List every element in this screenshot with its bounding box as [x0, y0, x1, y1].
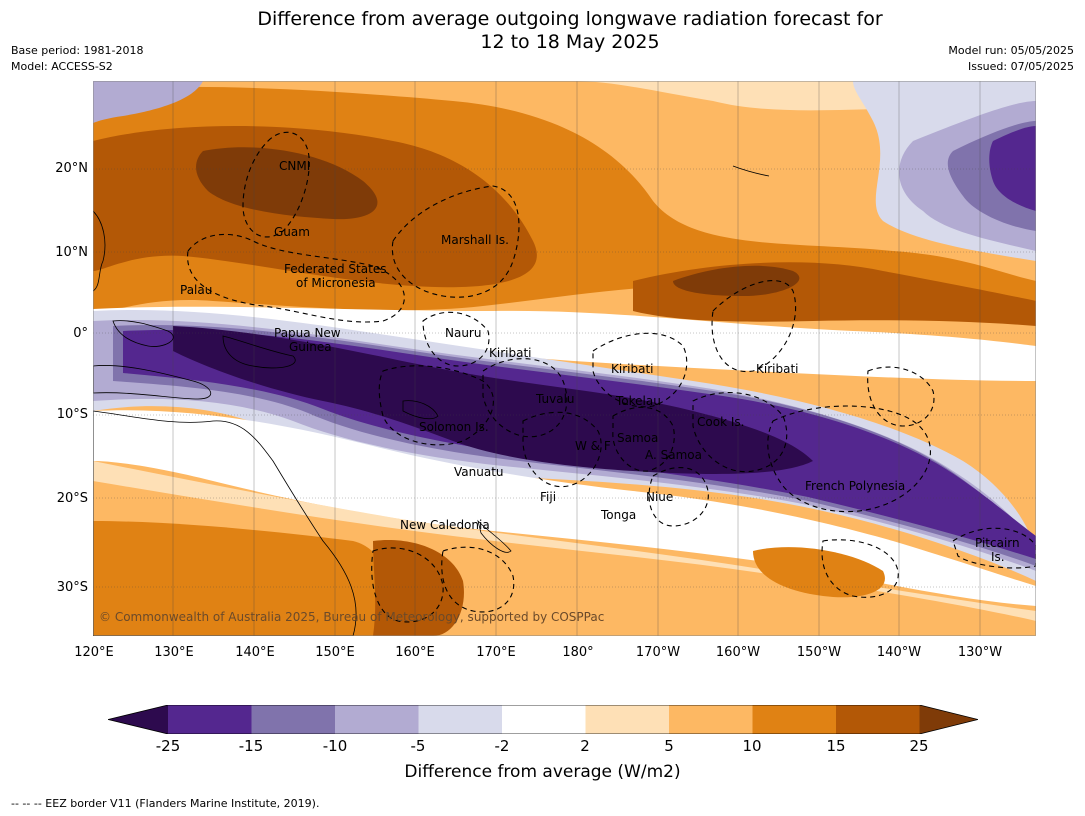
lat-tick-30s: 30°S — [56, 580, 88, 595]
colorbar-tick-3: -10 — [322, 737, 348, 755]
label-tuvalu: Tuvalu — [535, 392, 575, 406]
map-panel: CNMI Guam Marshall Is. Federated States … — [93, 81, 1036, 636]
colorbar-tick-10: 25 — [909, 737, 929, 755]
colorbar-swatch-below-min — [108, 705, 168, 734]
graticule — [93, 81, 1036, 636]
label-samoa: Samoa — [617, 431, 658, 445]
label-french-polynesia: French Polynesia — [805, 479, 905, 493]
lon-tick-140e: 140°E — [235, 645, 275, 660]
lat-tick-10s: 10°S — [56, 407, 88, 422]
lon-tick-150w: 150°W — [796, 645, 842, 660]
label-nauru: Nauru — [445, 326, 481, 340]
colorbar-swatch-9 — [836, 705, 920, 734]
colorbar-tick-9: 15 — [826, 737, 846, 755]
label-niue: Niue — [646, 490, 673, 504]
label-tokelau: Tokelau — [615, 394, 661, 408]
lon-tick-170e: 170°E — [476, 645, 516, 660]
place-labels: CNMI Guam Marshall Is. Federated States … — [180, 159, 1020, 564]
label-fsm-line1: Federated States — [284, 262, 386, 276]
lon-tick-130w: 130°W — [957, 645, 1003, 660]
label-fsm-line2: of Micronesia — [296, 276, 376, 290]
title-line-1: Difference from average outgoing longwav… — [257, 8, 883, 30]
lon-tick-120e: 120°E — [74, 645, 114, 660]
anomaly-fill-neg-15-25 — [989, 126, 1036, 211]
meta-left: Base period: 1981-2018 Model: ACCESS-S2 — [11, 43, 143, 75]
colorbar-swatch-7 — [669, 705, 753, 734]
chart-title: Difference from average outgoing longwav… — [0, 8, 1085, 54]
model-run-text: Model run: 05/05/2025 — [948, 44, 1074, 57]
label-cnmi: CNMI — [279, 159, 310, 173]
colorbar-tick-6: 2 — [580, 737, 590, 755]
label-wallis-futuna: W & F — [575, 439, 611, 453]
colorbar-tick-4: -5 — [410, 737, 426, 755]
lat-tick-0: 0° — [73, 326, 88, 341]
meta-right: Model run: 05/05/2025 Issued: 07/05/2025 — [948, 43, 1074, 75]
label-guam: Guam — [274, 225, 310, 239]
base-period-text: Base period: 1981-2018 — [11, 44, 144, 57]
label-pitcairn-line2: Is. — [991, 550, 1005, 564]
label-tonga: Tonga — [600, 508, 636, 522]
colorbar-tick-5: -2 — [494, 737, 510, 755]
lon-tick-160e: 160°E — [395, 645, 435, 660]
title-line-2: 12 to 18 May 2025 — [480, 31, 660, 53]
lon-tick-180: 180° — [562, 645, 594, 660]
anomaly-fill-neutral-band — [93, 306, 1036, 381]
colorbar-swatch-3 — [335, 705, 419, 734]
lon-tick-140w: 140°W — [876, 645, 922, 660]
colorbar-tick-7: 5 — [664, 737, 674, 755]
colorbar-label: Difference from average (W/m2) — [404, 762, 681, 782]
anomaly-fill-2-5 — [93, 81, 1036, 111]
lon-tick-150e: 150°E — [315, 645, 355, 660]
model-text: Model: ACCESS-S2 — [11, 60, 113, 73]
label-kiribati-west: Kiribati — [489, 346, 531, 360]
colorbar-tick-8: 10 — [742, 737, 762, 755]
label-png-line1: Papua New — [274, 326, 341, 340]
colorbar-swatch-2 — [251, 705, 335, 734]
label-fiji: Fiji — [540, 490, 556, 504]
eez-footnote: -- -- -- EEZ border V11 (Flanders Marine… — [11, 797, 320, 810]
label-palau: Palau — [180, 283, 212, 297]
colorbar-tick-2: -15 — [238, 737, 264, 755]
label-solomon-is: Solomon Is. — [419, 420, 489, 434]
issued-text: Issued: 07/05/2025 — [967, 60, 1074, 73]
colorbar-swatch-5 — [502, 705, 586, 734]
colorbar-swatch-1 — [168, 705, 252, 734]
colorbar-swatch-8 — [752, 705, 836, 734]
anomaly-fill-above-25-east — [673, 265, 800, 296]
label-kiribati-east: Kiribati — [756, 362, 798, 376]
label-american-samoa: A. Samoa — [645, 448, 702, 462]
anomaly-fill-nw-corner — [93, 81, 203, 123]
copyright-text: © Commonwealth of Australia 2025, Bureau… — [99, 610, 604, 624]
eez-borders — [187, 131, 1036, 623]
colorbar-swatch-6 — [585, 705, 669, 734]
anomaly-fill-moderate-south — [93, 521, 387, 636]
anomaly-fill-above-25 — [196, 147, 378, 220]
label-png-line2: Guinea — [289, 340, 332, 354]
lon-tick-130e: 130°E — [154, 645, 194, 660]
lat-tick-20s: 20°S — [56, 491, 88, 506]
lon-tick-170w: 170°W — [635, 645, 681, 660]
label-kiribati-central: Kiribati — [611, 362, 653, 376]
lon-tick-160w: 160°W — [715, 645, 761, 660]
lat-tick-20n: 20°N — [55, 161, 88, 176]
label-vanuatu: Vanuatu — [454, 465, 504, 479]
colorbar-swatch-above-max — [919, 705, 978, 734]
label-new-caledonia: New Caledonia — [400, 518, 490, 532]
lat-tick-10n: 10°N — [55, 245, 88, 260]
colorbar — [108, 705, 978, 734]
label-cook-is: Cook Is. — [697, 415, 744, 429]
map-svg: CNMI Guam Marshall Is. Federated States … — [93, 81, 1036, 636]
colorbar-tick-1: -25 — [155, 737, 181, 755]
label-pitcairn-line1: Pitcairn — [975, 536, 1020, 550]
label-marshall-is: Marshall Is. — [441, 233, 509, 247]
colorbar-swatch-4 — [418, 705, 502, 734]
anomaly-fill-below-neg-25 — [173, 326, 813, 474]
coastlines — [93, 165, 770, 636]
